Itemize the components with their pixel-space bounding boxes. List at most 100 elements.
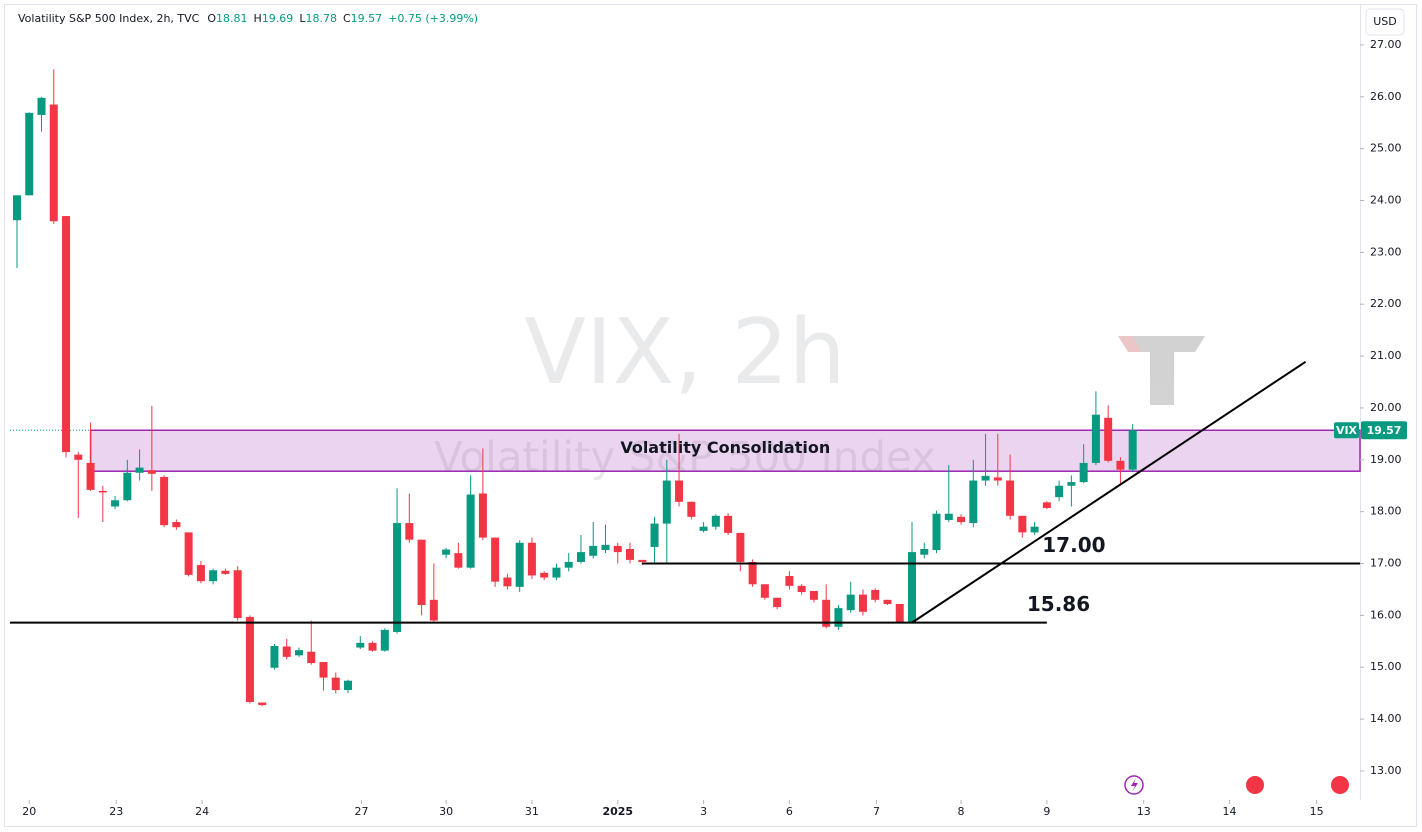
candle-body <box>331 677 340 691</box>
candle-body <box>221 570 230 574</box>
x-tick-label: 24 <box>195 805 209 818</box>
candle-body <box>564 561 573 568</box>
candle-body <box>86 462 95 490</box>
candle-body <box>478 493 487 538</box>
watermark-title: VIX, 2h <box>524 300 845 405</box>
y-tick-label: 27.00 <box>1370 38 1402 51</box>
symbol-title: Volatility S&P 500 Index, 2h, TVC <box>18 12 200 25</box>
candle-body <box>748 561 757 585</box>
y-tick-label: 22.00 <box>1370 297 1402 310</box>
candle-body <box>638 559 647 562</box>
x-tick-label: 7 <box>873 805 880 818</box>
candle-body <box>1030 526 1039 533</box>
candle-body <box>699 526 708 531</box>
candle-body <box>846 594 855 611</box>
candle-body <box>172 522 181 528</box>
candle-body <box>932 513 941 551</box>
candle-body <box>1079 462 1088 483</box>
x-tick-label: 14 <box>1223 805 1237 818</box>
candle-body <box>1067 482 1076 486</box>
candle-body <box>429 599 438 621</box>
candle-body <box>491 537 500 582</box>
candle-body <box>356 642 365 648</box>
candle-body <box>1055 485 1064 498</box>
event-icons <box>1124 775 1349 795</box>
candle-body <box>981 475 990 481</box>
y-tick-label: 14.00 <box>1370 712 1402 725</box>
candle-body <box>74 454 83 460</box>
candle-body <box>417 539 426 606</box>
candle-body <box>1104 417 1113 461</box>
candle-body <box>920 549 929 555</box>
y-tick-label: 20.00 <box>1370 401 1402 414</box>
y-tick-label: 23.00 <box>1370 245 1402 258</box>
y-tick-label: 21.00 <box>1370 349 1402 362</box>
price-tag-value: 19.57 <box>1367 424 1402 437</box>
candle-body <box>1091 414 1100 463</box>
candle-body <box>1042 502 1051 509</box>
candle-body <box>25 112 34 196</box>
currency-button[interactable]: USD <box>1365 8 1405 36</box>
candle-body <box>123 472 132 501</box>
y-tick-label: 18.00 <box>1370 505 1402 518</box>
candle-body <box>711 515 720 527</box>
x-tick-label: 23 <box>109 805 123 818</box>
candle-body <box>184 532 193 575</box>
candle-body <box>736 532 745 562</box>
candle-body <box>969 480 978 524</box>
ohlc-value: 18.81 <box>216 12 248 25</box>
candle-body <box>344 680 353 691</box>
frame <box>4 4 1417 827</box>
candle-body <box>282 646 291 657</box>
x-tick-label: 20 <box>22 805 36 818</box>
x-tick-label: 2025 <box>602 805 633 818</box>
x-tick-label: 13 <box>1137 805 1151 818</box>
candle-body <box>613 545 622 553</box>
change: +0.75 (+3.99%) <box>388 12 478 25</box>
event-icon[interactable] <box>1331 776 1349 794</box>
candle-body <box>380 629 389 651</box>
candle-body <box>957 516 966 523</box>
y-tick-label: 17.00 <box>1370 557 1402 570</box>
candle-body <box>503 577 512 587</box>
candle-body <box>111 500 120 507</box>
candle-body <box>822 599 831 627</box>
currency[interactable]: USD <box>1373 15 1397 28</box>
candle-body <box>601 544 610 551</box>
candle-body <box>454 553 463 568</box>
y-tick-label: 19.00 <box>1370 453 1402 466</box>
event-icon[interactable] <box>1246 776 1264 794</box>
candle-body <box>1018 515 1027 533</box>
candle-body <box>258 702 267 706</box>
candle-body <box>1006 480 1015 516</box>
candle-body <box>858 594 867 612</box>
y-tick-label: 15.00 <box>1370 660 1402 673</box>
ohlc-value: 19.69 <box>262 12 294 25</box>
candle-body <box>515 542 524 587</box>
candle-body <box>773 597 782 608</box>
x-tick-label: 8 <box>958 805 965 818</box>
ohlc-key: L <box>299 12 306 25</box>
candle-body <box>650 523 659 547</box>
candle-body <box>883 599 892 604</box>
x-tick-label: 31 <box>525 805 539 818</box>
x-tick-label: 3 <box>700 805 707 818</box>
y-tick-label: 13.00 <box>1370 764 1402 777</box>
y-tick-label: 24.00 <box>1370 194 1402 207</box>
candle-body <box>895 603 904 623</box>
candle-body <box>233 570 242 618</box>
price-tag-name: VIX <box>1336 424 1358 437</box>
trendline <box>911 360 1307 624</box>
candle-body <box>576 552 585 562</box>
candle-body <box>527 542 536 576</box>
candle-body <box>797 585 806 593</box>
candle-body <box>908 552 917 623</box>
candle-body <box>62 216 71 453</box>
candle-body <box>993 477 1002 481</box>
x-tick-label: 27 <box>355 805 369 818</box>
candle-body <box>687 501 696 517</box>
y-tick-label: 16.00 <box>1370 608 1402 621</box>
candle-body <box>589 545 598 556</box>
x-tick-label: 9 <box>1043 805 1050 818</box>
level-label: 17.00 <box>1042 533 1105 557</box>
